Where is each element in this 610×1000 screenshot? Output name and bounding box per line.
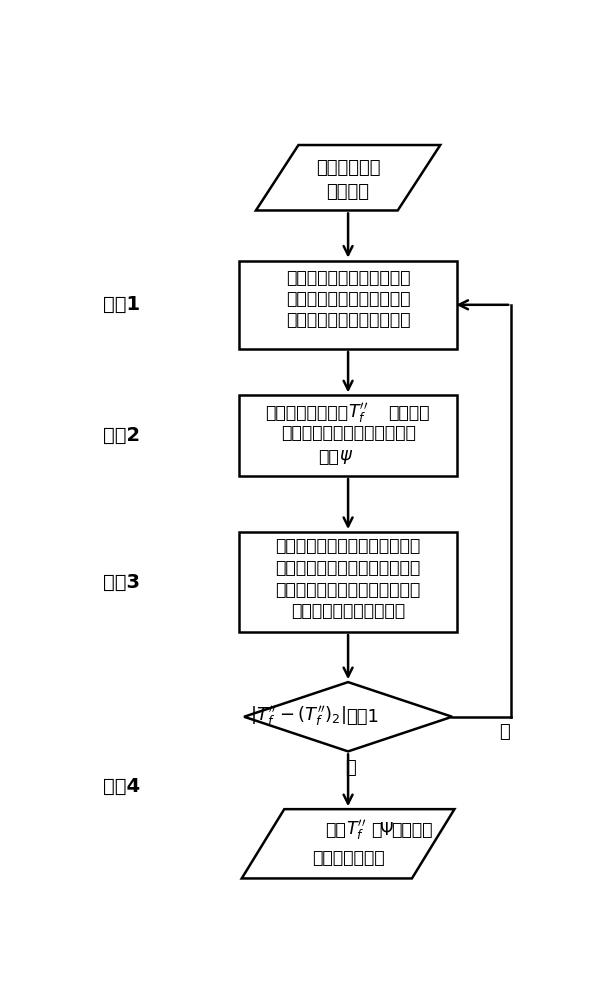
Text: 温测点列出部分涉及计算的对流: 温测点列出部分涉及计算的对流 (276, 559, 421, 577)
Text: 小于1: 小于1 (346, 708, 379, 726)
Text: 输出: 输出 (325, 821, 346, 839)
Text: 收减弱系数和火焰综合黑度: 收减弱系数和火焰综合黑度 (286, 311, 411, 329)
Text: 传热计算，求出水冷壁热有效: 传热计算，求出水冷壁热有效 (281, 424, 415, 442)
Bar (239, 532, 457, 632)
Text: $\psi$: $\psi$ (339, 448, 353, 466)
Polygon shape (256, 145, 440, 210)
Text: ，并按时: ，并按时 (390, 821, 432, 839)
Text: 输入锅炉实时: 输入锅炉实时 (316, 159, 380, 177)
Text: $\Psi$: $\Psi$ (379, 821, 393, 839)
Bar (239, 261, 457, 349)
Text: 否: 否 (499, 723, 509, 741)
Bar (239, 395, 457, 476)
Text: 进行炉膛: 进行炉膛 (388, 404, 430, 422)
Text: $T_f''$: $T_f''$ (346, 818, 366, 842)
Text: 受热面热平衡方程，进行炉膛出: 受热面热平衡方程，进行炉膛出 (276, 581, 421, 599)
Text: 、: 、 (371, 821, 381, 839)
Text: 系数: 系数 (318, 448, 339, 466)
Text: 计算炉膛出口直接辐射，根据烟: 计算炉膛出口直接辐射，根据烟 (276, 537, 421, 555)
Text: 是: 是 (345, 759, 356, 777)
Text: 量、理论燃烧温度，辐射吸: 量、理论燃烧温度，辐射吸 (286, 290, 411, 308)
Text: 口烟温的逆烟气流程推算: 口烟温的逆烟气流程推算 (291, 602, 405, 620)
Text: $|T_f''-(T_f'')_2|$: $|T_f''-(T_f'')_2|$ (249, 705, 346, 729)
Text: 步骤4: 步骤4 (102, 777, 140, 796)
Text: 间分布作曲线图: 间分布作曲线图 (312, 849, 384, 867)
Text: 步骤2: 步骤2 (102, 426, 140, 445)
Text: 运行数据: 运行数据 (326, 183, 370, 201)
Text: 步骤1: 步骤1 (102, 295, 140, 314)
Text: 步骤3: 步骤3 (102, 572, 140, 591)
Text: 假设炉膛出口烟温: 假设炉膛出口烟温 (265, 404, 348, 422)
Text: $T_f''$: $T_f''$ (348, 401, 368, 425)
Text: 计算燃料带入炉内的有效热: 计算燃料带入炉内的有效热 (286, 269, 411, 287)
Polygon shape (244, 682, 452, 751)
Polygon shape (242, 809, 454, 878)
